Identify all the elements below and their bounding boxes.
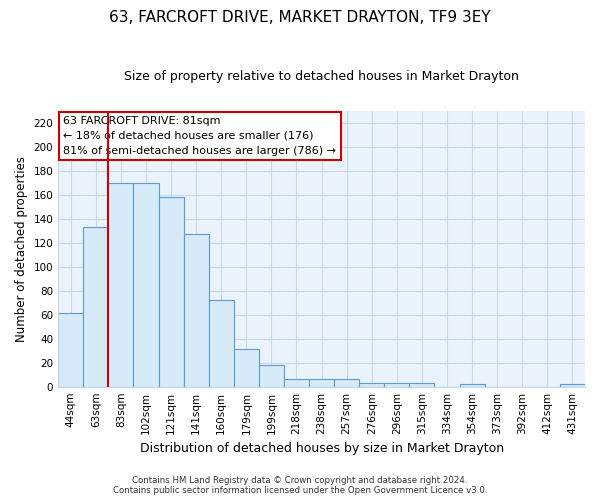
Text: 63, FARCROFT DRIVE, MARKET DRAYTON, TF9 3EY: 63, FARCROFT DRIVE, MARKET DRAYTON, TF9 …: [109, 10, 491, 25]
Bar: [209, 300, 234, 386]
Bar: [133, 182, 158, 386]
Bar: [385, 383, 409, 386]
Bar: [109, 182, 133, 386]
Bar: [560, 384, 585, 386]
Bar: [58, 314, 83, 386]
Bar: [409, 383, 434, 386]
Y-axis label: Number of detached properties: Number of detached properties: [15, 156, 28, 342]
Title: Size of property relative to detached houses in Market Drayton: Size of property relative to detached ho…: [124, 70, 519, 83]
Bar: [309, 380, 334, 386]
Bar: [460, 384, 485, 386]
Bar: [184, 234, 209, 386]
Bar: [259, 365, 284, 386]
Bar: [284, 380, 309, 386]
X-axis label: Distribution of detached houses by size in Market Drayton: Distribution of detached houses by size …: [140, 442, 503, 455]
Bar: [158, 197, 184, 386]
Bar: [83, 227, 109, 386]
Text: 63 FARCROFT DRIVE: 81sqm
← 18% of detached houses are smaller (176)
81% of semi-: 63 FARCROFT DRIVE: 81sqm ← 18% of detach…: [64, 116, 337, 156]
Text: Contains HM Land Registry data © Crown copyright and database right 2024.
Contai: Contains HM Land Registry data © Crown c…: [113, 476, 487, 495]
Bar: [234, 350, 259, 387]
Bar: [334, 380, 359, 386]
Bar: [359, 383, 385, 386]
